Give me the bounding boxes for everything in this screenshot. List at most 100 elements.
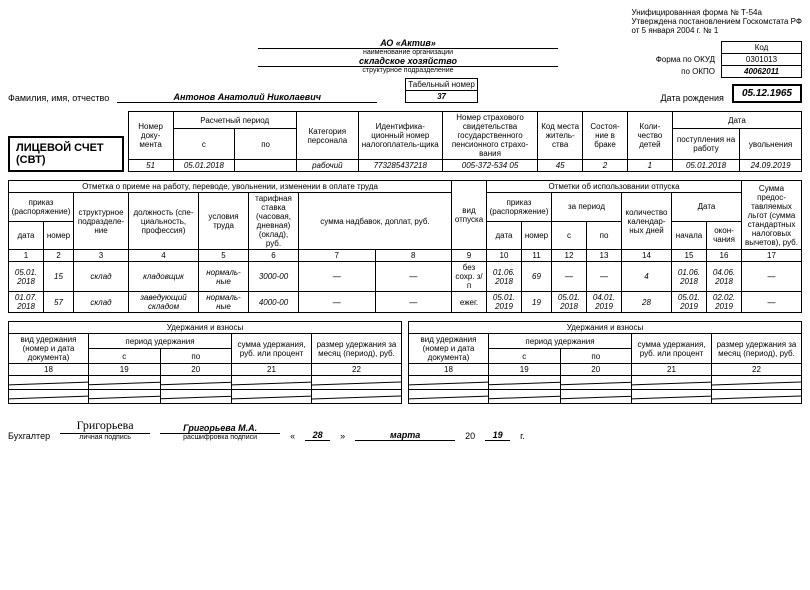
ded-c1: с [89,349,161,364]
year: 19 [485,430,510,441]
meta-line2: Утверждена постановлением Госкомстата РФ [632,17,802,26]
org-dept-sub: структурное подразделение [158,67,658,74]
main-table: Номер доку-мента Расчетный период Катего… [128,111,802,172]
day: 28 [305,430,330,441]
date2: Дата [672,193,742,222]
ded-size2: размер удержания за месяц (период), руб. [712,334,802,364]
work-group: Отметка о приеме на работу, переводе, ув… [9,181,452,193]
v-inn: 773285437218 [358,160,442,172]
ded-sum1: сумма удержания, руб. или процент [232,334,312,364]
v-fire: 24.09.2019 [740,160,802,172]
h-inn: Идентифика-ционный номер налогоплатель-щ… [358,112,442,160]
h-child: Коли-чество детей [627,112,672,160]
prikaz2: приказ (распоряжение) [487,193,552,222]
signature: Григорьева [60,418,150,434]
decode: Григорьева М.А. [160,423,280,434]
fio-label: Фамилия, имя, отчество [8,93,109,103]
h-hire: поступления на работу [672,129,739,160]
okpo-label: по ОКПО [654,66,722,78]
table-row: 05.01. 201815складкладовщикнормаль-ные30… [9,262,802,292]
kod-label: Код [722,42,802,54]
v-hire: 05.01.2018 [672,160,739,172]
role: Бухгалтер [8,431,50,441]
position: должность (спе-циальность, профессия) [129,193,199,250]
month: марта [355,430,455,441]
h-res: Код места житель-ства [538,112,583,160]
org-dept: складское хозяйство [258,56,558,67]
h-calc: Расчетный период [173,112,296,129]
h-mar: Состоя-ние в браке [583,112,628,160]
struct: структурное подразделе-ние [74,193,129,250]
v-cat: рабочий [296,160,358,172]
ded-c2: с [489,349,561,364]
ded-size1: размер удержания за месяц (период), руб. [312,334,402,364]
codes-table: Код Форма по ОКУД0301013 по ОКПО40062011 [654,41,802,78]
v-res: 45 [538,160,583,172]
h-po: по [235,129,297,160]
v-pfrom: 05.01.2018 [173,160,235,172]
ded-period2: период удержания [489,334,632,349]
v-pto [235,160,297,172]
tab-label: Табельный номер [406,79,478,91]
main-title: ЛИЦЕВОЙ СЧЕТ (СВТ) [8,136,124,172]
vac-group: Отметки об использовании отпуска [487,181,742,193]
meta-line1: Унифицированная форма № Т-54а [632,8,802,17]
nachala: начала [672,221,707,250]
okud-value: 0301013 [722,54,802,66]
deduct-table-right: Удержания и взносы вид удержания (номер … [408,321,802,404]
v-mar: 2 [583,160,628,172]
d1: дата [9,221,44,250]
table-row: 01.07. 201857складзаведующий складомнорм… [9,292,802,313]
tab-value: 37 [406,91,478,103]
addons: сумма надбавок, доплат, руб. [299,193,452,250]
org-name: АО «Актив» [258,38,558,49]
org-name-sub: наименование организации [158,49,658,56]
ded-type1: вид удержания (номер и дата документа) [9,334,89,364]
h-pens: Номер страхового свидетельства государст… [442,112,537,160]
n1: номер [44,221,74,250]
empty-row [409,376,802,390]
empty-row [9,390,402,404]
prikaz: приказ (распоряжение) [9,193,74,222]
v-pens: 005-372-534 05 [442,160,537,172]
dob-label: Дата рождения [660,93,724,103]
vac-type: вид отпуска [452,181,487,250]
okpo-value: 40062011 [722,66,802,78]
dob-value: 05.12.1965 [732,84,802,103]
h-date: Дата [672,112,801,129]
za-period: за период [552,193,622,222]
detail-table: Отметка о приеме на работу, переводе, ув… [8,180,802,313]
h-docnum: Номер доку-мента [128,112,173,160]
sign-sub: личная подпись [60,434,150,441]
conditions: условия труда [199,193,249,250]
ded-group2: Удержания и взносы [409,322,802,334]
h-c: с [173,129,235,160]
n2: номер [522,221,552,250]
rate: тарифная ставка (часовая, дневная) (окла… [249,193,299,250]
cal-days: количество календар-ных дней [622,193,672,250]
benefits: Сумма предос-тавляемых льгот (сумма стан… [742,181,802,250]
ded-po2: по [560,349,632,364]
col-num-row: 1234567891011121314151617 [9,250,802,262]
okud-label: Форма по ОКУД [654,54,722,66]
empty-row [409,390,802,404]
meta-line3: от 5 января 2004 г. № 1 [632,26,802,35]
form-meta: Унифицированная форма № Т-54а Утверждена… [632,8,802,35]
okon: окон-чания [707,221,742,250]
h-fire: увольнения [740,129,802,160]
po2: по [587,221,622,250]
empty-row [9,376,402,390]
c2: с [552,221,587,250]
v-child: 1 [627,160,672,172]
ded-period1: период удержания [89,334,232,349]
ded-sum2: сумма удержания, руб. или процент [632,334,712,364]
decode-sub: расшифровка подписи [160,434,280,441]
year-prefix: 20 [465,431,475,441]
fio-value: Антонов Анатолий Николаевич [117,92,377,103]
d2: дата [487,221,522,250]
ded-type2: вид удержания (номер и дата документа) [409,334,489,364]
year-suffix: г. [520,431,525,441]
ded-po1: по [160,349,232,364]
h-cat: Категория персонала [296,112,358,160]
ded-group1: Удержания и взносы [9,322,402,334]
